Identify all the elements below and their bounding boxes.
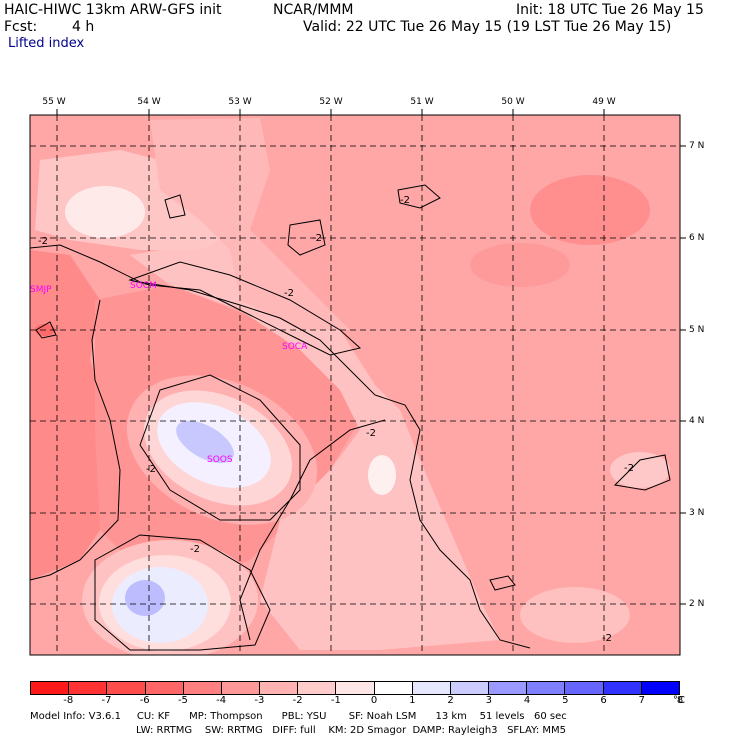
contour-west-small: [35, 321, 57, 339]
colorbar-swatch: [297, 682, 336, 694]
lon-label-54w: 54 W: [137, 97, 161, 107]
colorbar-swatch: [31, 682, 69, 694]
org-label: NCAR/MMM: [273, 2, 354, 18]
colorbar-swatch: [449, 682, 489, 694]
contour-label-2: -2: [400, 195, 410, 206]
field-high-1-core: [176, 420, 234, 464]
colorbar-swatch: [411, 682, 450, 694]
lat-label-6n: 6 N: [689, 233, 705, 243]
colorbar-tick-label: 0: [370, 695, 378, 706]
colorbar-swatch: [373, 682, 412, 694]
colorbar-tick-label: -1: [330, 695, 341, 706]
colorbar-swatch: [259, 682, 298, 694]
contour-label-3: -2: [312, 233, 322, 244]
contour-high-2: [94, 534, 271, 651]
field-blob-sw: [520, 587, 630, 643]
colorbar-swatch: [144, 682, 183, 694]
station-socm: SOCM: [130, 281, 157, 291]
field-blob-east-3: [610, 452, 670, 488]
lon-label-51w: 51 W: [410, 97, 434, 107]
field-region-strip: [150, 118, 350, 330]
footer-physics-info: LW: RRTMG SW: RRTMG DIFF: full KM: 2D Sm…: [136, 725, 566, 736]
contour-small-4: [489, 575, 516, 591]
border-west: [29, 299, 121, 581]
colorbar-swatch: [335, 682, 374, 694]
colorbar-tick-label: -7: [101, 695, 112, 706]
colorbar-swatch: [564, 682, 603, 694]
lon-label-53w: 53 W: [228, 97, 252, 107]
colorbar-swatch: [526, 682, 565, 694]
colorbar-tick-label: 5: [562, 695, 569, 706]
lat-label-7n: 7 N: [689, 141, 705, 151]
colorbar-tick-label: -6: [139, 695, 150, 706]
map-frame: [29, 114, 681, 656]
colorbar-tick-label: 8: [676, 695, 684, 706]
field-blob-east-2: [470, 243, 570, 287]
colorbar-tick-label: -3: [254, 695, 265, 706]
colorbar-tick-label: 4: [523, 695, 531, 706]
colorbar-swatch: [106, 682, 145, 694]
contour-north: [128, 261, 362, 356]
lat-label-5n: 5 N: [689, 325, 705, 335]
colorbar-swatch: [488, 682, 527, 694]
lon-label-55w: 55 W: [42, 97, 66, 107]
colorbar-tick-label: -4: [216, 695, 227, 706]
contour-label-9: -2: [602, 633, 612, 644]
field-spot-coast: [368, 455, 396, 495]
colorbar-tick-label: -2: [292, 695, 303, 706]
lon-label-50w: 50 W: [501, 97, 525, 107]
contour-label-4: -2: [284, 288, 294, 299]
station-smjp: SMJP: [30, 285, 52, 295]
colorbar-tick-label: 2: [447, 695, 454, 706]
lat-label-4n: 4 N: [689, 416, 705, 426]
colorbar-tick-label: -8: [63, 695, 74, 706]
colorbar-tick-label: 3: [485, 695, 492, 706]
contour-small-1: [397, 184, 441, 209]
fcst-value: 4 h: [72, 19, 95, 35]
lat-label-3n: 3 N: [689, 508, 705, 518]
contour-label-5: -2: [366, 428, 376, 439]
colorbar-swatch: [68, 682, 107, 694]
model-title: HAIC-HIWC 13km ARW-GFS init: [4, 2, 222, 18]
field-region-coast: [130, 240, 500, 650]
contour-small-3: [164, 194, 186, 219]
lat-label-2n: 2 N: [689, 599, 705, 609]
colorbar-tick-label: 1: [409, 695, 416, 706]
field-blob-east-1: [530, 175, 650, 245]
colorbar-tick-label: 7: [638, 695, 645, 706]
init-time: Init: 18 UTC Tue 26 May 15: [516, 2, 704, 18]
fcst-label: Fcst:: [4, 19, 38, 35]
field-high-2-core: [125, 580, 165, 616]
colorbar-swatch: [640, 682, 679, 694]
contour-east-1: [613, 454, 671, 491]
colorbar: [30, 681, 680, 695]
colorbar-swatch: [602, 682, 641, 694]
field-region-north-core: [65, 186, 145, 238]
lon-label-52w: 52 W: [319, 97, 343, 107]
valid-time: Valid: 22 UTC Tue 26 May 15 (19 LST Tue …: [303, 19, 672, 35]
colorbar-tick-label: 6: [600, 695, 607, 706]
field-name: Lifted index: [8, 36, 85, 51]
station-soos: SOOS: [207, 455, 233, 465]
colorbar-swatch: [220, 682, 260, 694]
colorbar-unit: °C: [673, 695, 685, 706]
contour-small-2: [287, 219, 326, 256]
colorbar-tick-label: -5: [177, 695, 188, 706]
contour-label-1: -2: [38, 236, 48, 247]
lon-label-49w: 49 W: [592, 97, 616, 107]
footer-model-info: Model Info: V3.6.1 CU: KF MP: Thompson P…: [30, 711, 567, 722]
contour-label-6: -2: [146, 464, 156, 475]
station-soca: SOCA: [282, 342, 308, 352]
colorbar-labels: -8 -7 -6 -5 -4 -3 -2 -1 0 1 2 3 4 5 6 7 8: [0, 695, 740, 709]
colorbar-swatch: [182, 682, 221, 694]
contour-label-8: -2: [624, 463, 634, 474]
contour-high-1: [139, 374, 301, 521]
contour-label-7: -2: [190, 544, 200, 555]
